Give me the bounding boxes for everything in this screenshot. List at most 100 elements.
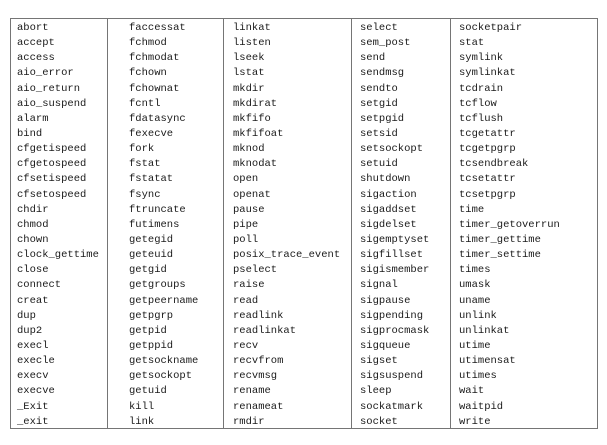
function-name: fsync [129, 188, 161, 201]
function-name: sendto [360, 82, 398, 95]
function-name: fstat [129, 158, 161, 171]
function-name: sigprocmask [360, 324, 430, 337]
posix-functions-table: abort accept access aio_error aio_return aio_… [10, 18, 598, 429]
table-column-2: faccessat fchmod fchmodat fchown fchownat fcn… [107, 19, 223, 428]
function-name: fexecve [129, 127, 174, 140]
function-name: umask [459, 279, 491, 292]
function-name: timer_getoverrun [459, 218, 560, 231]
function-name: sigpause [360, 294, 411, 307]
function-name: raise [233, 279, 265, 292]
function-name: tcsetattr [459, 173, 516, 186]
function-name: fork [129, 143, 155, 156]
function-name: symlinkat [459, 67, 516, 80]
function-name: tcsendbreak [459, 158, 529, 171]
table-column-5: socketpair stat symlink symlinkat tcdrain tcf… [450, 19, 597, 428]
function-name: write [459, 415, 491, 428]
function-name: dup2 [17, 324, 43, 337]
function-name: getpgrp [129, 309, 174, 322]
function-name: tcflush [459, 112, 504, 125]
function-name: pause [233, 203, 265, 216]
function-name: wait [459, 385, 485, 398]
function-name: openat [233, 188, 271, 201]
function-name: getppid [129, 339, 174, 352]
table-column-3: linkat listen lseek lstat mkdir mkdirat mkfifo… [223, 19, 351, 428]
function-name: chown [17, 233, 49, 246]
function-name: aio_suspend [17, 97, 87, 110]
function-name: sigaddset [360, 203, 417, 216]
function-name: lstat [233, 67, 265, 80]
function-name: abort [17, 22, 49, 34]
function-name: fchownat [129, 82, 180, 95]
function-name: cfgetospeed [17, 158, 87, 171]
function-name: unlink [459, 309, 497, 322]
function-name: sigaction [360, 188, 417, 201]
function-name: accept [17, 37, 55, 50]
function-name: sigdelset [360, 218, 417, 231]
function-name: getegid [129, 233, 174, 246]
function-name: getsockname [129, 355, 199, 368]
function-name: cfgetispeed [17, 143, 87, 156]
function-name: recv [233, 339, 259, 352]
function-name: execle [17, 355, 55, 368]
function-name: fchmodat [129, 52, 180, 65]
function-name: uname [459, 294, 491, 307]
function-name: getgroups [129, 279, 186, 292]
function-name: aio_return [17, 82, 81, 95]
function-name: socketpair [459, 22, 523, 34]
function-name: cfsetospeed [17, 188, 87, 201]
function-name: times [459, 264, 491, 277]
function-name: recvfrom [233, 355, 284, 368]
function-name: connect [17, 279, 62, 292]
function-name: utimes [459, 370, 497, 383]
function-name: fchown [129, 67, 167, 80]
function-name: pipe [233, 218, 259, 231]
function-name: close [17, 264, 49, 277]
function-name: utimensat [459, 355, 516, 368]
function-name: clock_gettime [17, 249, 99, 262]
function-name: _exit [17, 415, 49, 428]
function-name: mkfifo [233, 112, 271, 125]
function-name: stat [459, 37, 485, 50]
function-name: mknod [233, 143, 265, 156]
function-name: readlinkat [233, 324, 297, 337]
function-name: socket [360, 415, 398, 428]
function-name: execve [17, 385, 55, 398]
function-name: tcdrain [459, 82, 504, 95]
function-name: chmod [17, 218, 49, 231]
function-name: pselect [233, 264, 278, 277]
function-name: cfsetispeed [17, 173, 87, 186]
function-name: fdatasync [129, 112, 186, 125]
function-name: tcgetattr [459, 127, 516, 140]
function-name: getpeername [129, 294, 199, 307]
function-name: link [129, 415, 155, 428]
function-name: sigemptyset [360, 233, 430, 246]
function-name: execv [17, 370, 49, 383]
function-name: mknodat [233, 158, 278, 171]
function-name: listen [233, 37, 271, 50]
function-name: read [233, 294, 259, 307]
function-name: sigset [360, 355, 398, 368]
function-name: sigfillset [360, 249, 424, 262]
function-name: getgid [129, 264, 167, 277]
function-name: signal [360, 279, 398, 292]
function-name: creat [17, 294, 49, 307]
function-name: tcgetpgrp [459, 143, 516, 156]
function-name: setuid [360, 158, 398, 171]
function-name: rmdir [233, 415, 265, 428]
function-name: setsid [360, 127, 398, 140]
function-name: alarm [17, 112, 49, 125]
function-name: mkfifoat [233, 127, 284, 140]
function-name: renameat [233, 400, 284, 413]
function-name: mkdirat [233, 97, 278, 110]
function-name: getsockopt [129, 370, 193, 383]
function-name: geteuid [129, 249, 174, 262]
function-name: symlink [459, 52, 504, 65]
function-name: dup [17, 309, 36, 322]
function-name: timer_gettime [459, 233, 541, 246]
function-name: poll [233, 233, 259, 246]
function-name: shutdown [360, 173, 411, 186]
function-name: futimens [129, 218, 180, 231]
function-name: select [360, 22, 398, 34]
function-name: readlink [233, 309, 284, 322]
